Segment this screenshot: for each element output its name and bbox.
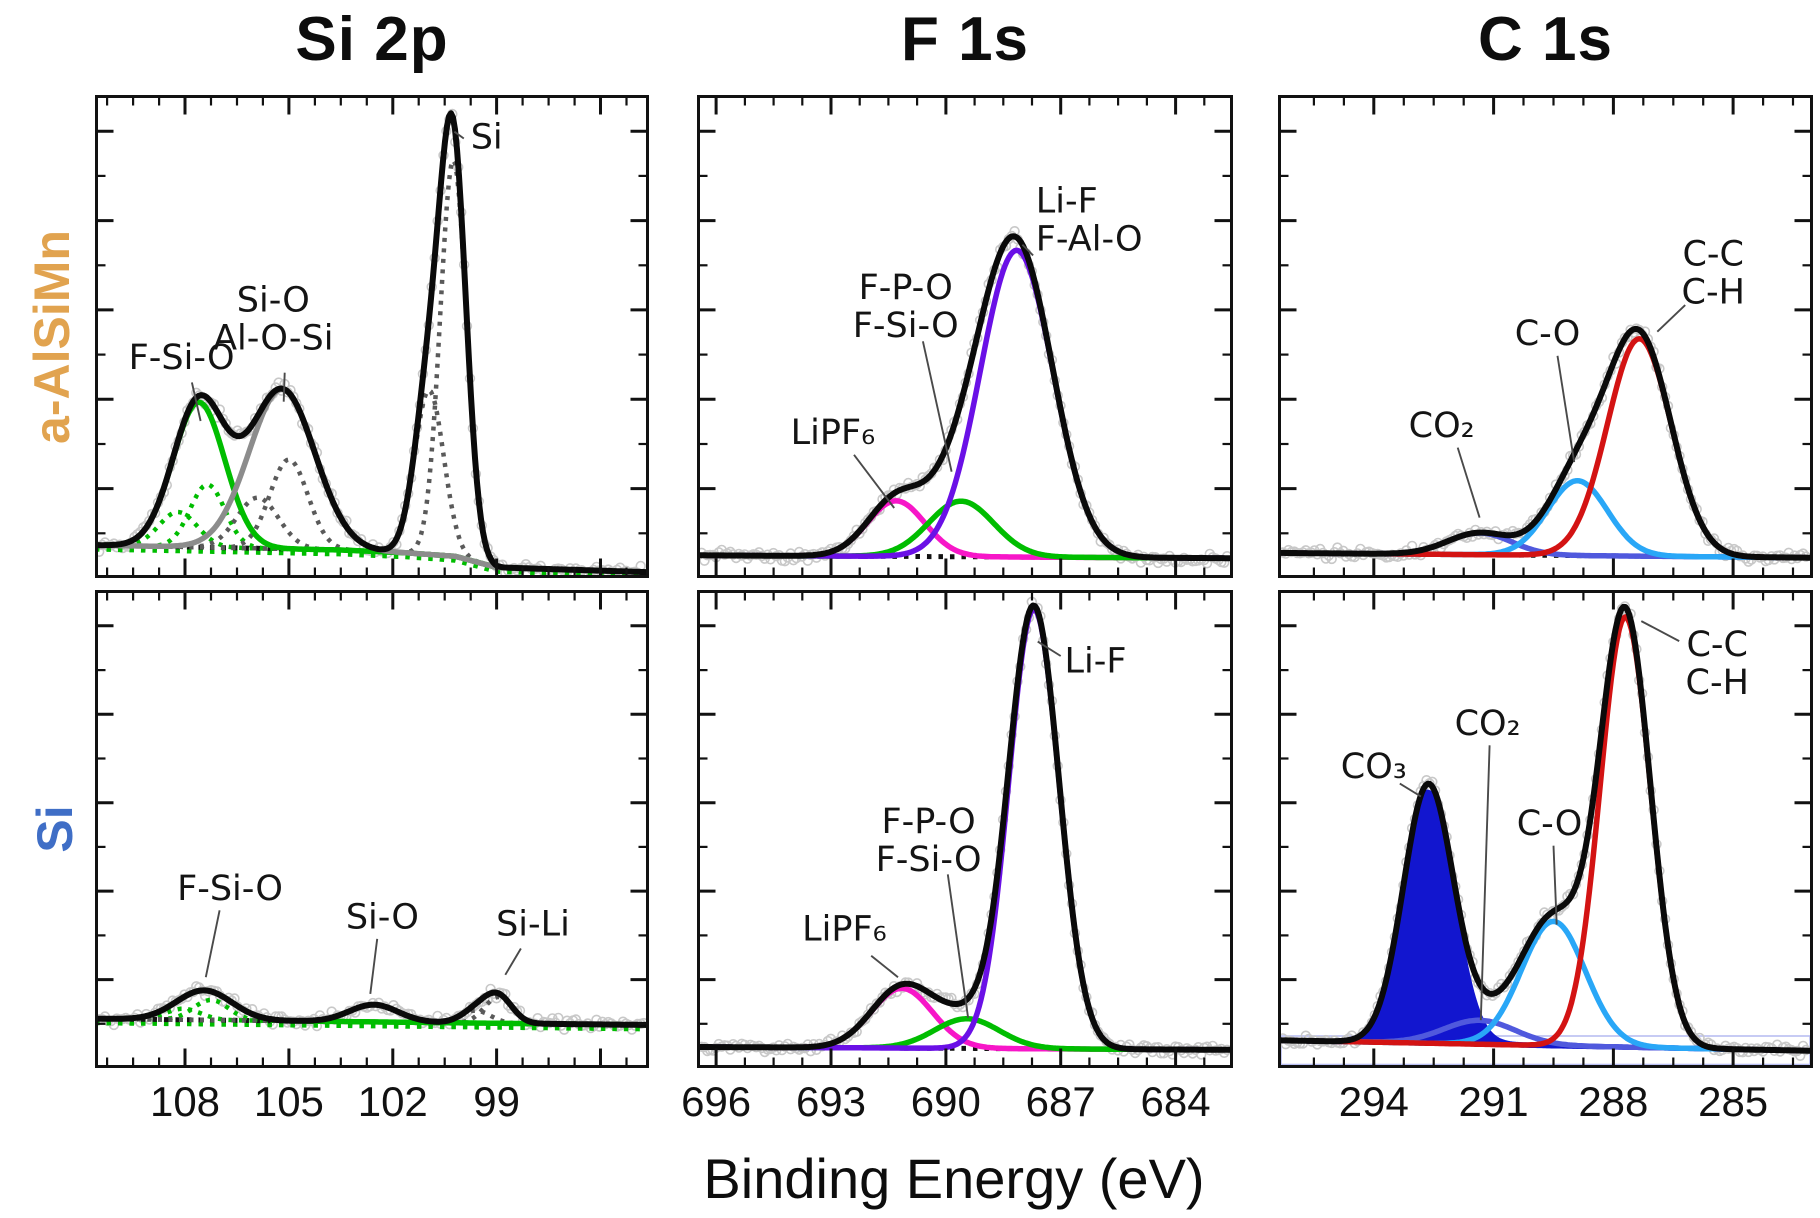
panel-c1s-a-alsimn: C-CC-H C-O CO₂	[1278, 95, 1813, 578]
svg-text:C-C: C-C	[1682, 234, 1744, 274]
x-tick-label: 105	[253, 1078, 324, 1125]
column-title-c1s: C 1s	[1478, 5, 1613, 74]
svg-text:Si-Li: Si-Li	[496, 905, 570, 945]
panel-f1s-si: Li-F F-P-OF-Si-O LiPF₆	[697, 590, 1233, 1068]
svg-text:Si-O: Si-O	[237, 280, 310, 320]
panel-si2p-si: F-Si-O Si-O Si-Li	[95, 590, 649, 1068]
column-title-si2p: Si 2p	[295, 5, 449, 74]
svg-text:Si-O: Si-O	[346, 897, 419, 937]
svg-text:F-P-O: F-P-O	[859, 268, 953, 308]
svg-text:LiPF₆: LiPF₆	[802, 909, 887, 949]
x-tick-label: 693	[795, 1078, 867, 1125]
svg-text:CO₂: CO₂	[1409, 406, 1475, 446]
svg-text:Al-O-Si: Al-O-Si	[213, 318, 333, 358]
svg-text:C-H: C-H	[1686, 663, 1749, 703]
svg-text:C-O: C-O	[1515, 314, 1581, 354]
svg-text:LiPF₆: LiPF₆	[791, 413, 876, 453]
svg-text:Si: Si	[471, 118, 503, 158]
panel-si2p-a-alsimn: Si Si-OAl-O-SiF-Si-O	[95, 95, 649, 578]
x-tick-label: 102	[357, 1078, 428, 1125]
row-label-a-alsimn: a-AlSiMn	[24, 230, 80, 444]
x-tick-label: 288	[1578, 1078, 1649, 1125]
svg-text:F-Al-O: F-Al-O	[1036, 219, 1143, 259]
svg-text:C-H: C-H	[1682, 272, 1745, 312]
svg-text:C-C: C-C	[1686, 625, 1748, 665]
x-tick-label: 687	[1025, 1078, 1096, 1125]
svg-text:F-Si-O: F-Si-O	[129, 338, 235, 378]
x-axis-title: Binding Energy (eV)	[703, 1147, 1205, 1210]
x-tick-label: 684	[1140, 1078, 1211, 1125]
svg-text:Li-F: Li-F	[1036, 181, 1098, 221]
svg-text:F-Si-O: F-Si-O	[177, 869, 283, 909]
x-tick-label: 294	[1338, 1078, 1409, 1125]
row-label-si: Si	[27, 805, 83, 853]
panel-c1s-si: C-CC-H CO₂ CO₃ C-O	[1278, 590, 1813, 1068]
svg-text:CO₂: CO₂	[1455, 704, 1521, 744]
svg-text:Li-F: Li-F	[1065, 642, 1127, 682]
panel-f1s-a-alsimn: Li-FF-Al-O F-P-OF-Si-O LiPF₆	[697, 95, 1233, 578]
x-tick-label: 696	[681, 1078, 752, 1125]
svg-text:CO₃: CO₃	[1341, 747, 1407, 787]
svg-text:F-Si-O: F-Si-O	[853, 306, 959, 346]
x-tick-label: 291	[1458, 1078, 1529, 1125]
svg-text:F-P-O: F-P-O	[881, 802, 975, 842]
svg-text:C-O: C-O	[1517, 804, 1583, 844]
column-title-f1s: F 1s	[900, 5, 1030, 74]
x-tick-label: 690	[910, 1078, 981, 1125]
x-tick-label: 108	[149, 1078, 221, 1125]
x-tick-label: 99	[473, 1078, 520, 1125]
x-tick-label: 285	[1698, 1078, 1769, 1125]
svg-text:F-Si-O: F-Si-O	[876, 840, 982, 880]
